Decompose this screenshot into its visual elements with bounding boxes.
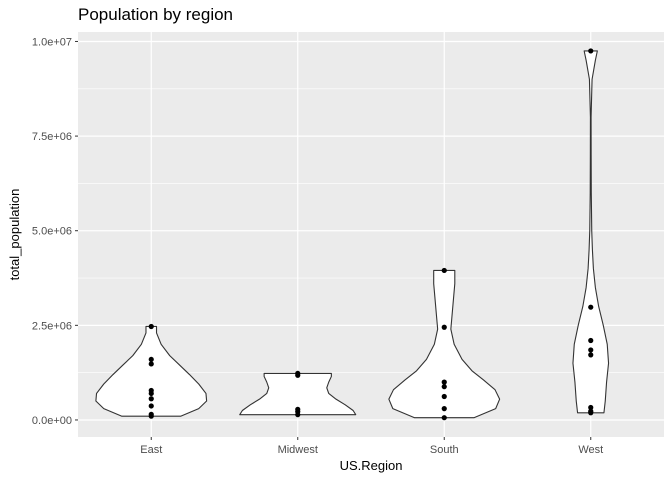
- x-tick-label: South: [430, 444, 459, 456]
- point-west: [588, 352, 594, 358]
- point-west: [588, 337, 594, 344]
- point-south: [441, 379, 447, 385]
- x-tick-label: East: [140, 444, 162, 456]
- point-south: [441, 415, 447, 421]
- point-west: [588, 410, 594, 416]
- violin-east: [95, 325, 208, 417]
- point-east: [148, 413, 154, 419]
- point-west: [588, 48, 594, 54]
- point-south: [441, 393, 447, 400]
- y-axis-title: total_population: [7, 189, 22, 281]
- y-tick-label: 5.0e+06: [32, 226, 72, 238]
- y-tick-label: 7.5e+06: [32, 131, 72, 143]
- point-south: [441, 324, 447, 330]
- violin-south: [388, 269, 501, 419]
- y-axis: 0.0e+00 2.5e+06 5.0e+06 7.5e+06 1.0e+07: [32, 36, 78, 427]
- y-tick-label: 0.0e+00: [32, 415, 72, 427]
- chart-title: Population by region: [78, 5, 233, 24]
- x-axis: East Midwest South West: [140, 437, 603, 456]
- x-axis-title: US.Region: [340, 458, 403, 473]
- point-west: [588, 347, 594, 353]
- point-south: [441, 406, 447, 412]
- point-midwest: [295, 372, 301, 378]
- y-tick-label: 1.0e+07: [32, 36, 72, 48]
- data-points: [148, 48, 594, 421]
- point-south: [441, 267, 447, 274]
- x-tick-label: West: [578, 444, 603, 456]
- x-tick-label: Midwest: [278, 444, 318, 456]
- violin-midwest: [239, 372, 357, 416]
- point-midwest: [295, 412, 301, 418]
- violin-west: [572, 50, 610, 414]
- point-south: [441, 384, 447, 390]
- y-tick-label: 2.5e+06: [32, 320, 72, 332]
- point-east: [148, 361, 154, 367]
- point-west: [588, 304, 594, 310]
- point-east: [148, 323, 154, 330]
- point-west: [588, 404, 594, 411]
- point-east: [148, 396, 154, 402]
- point-east: [148, 356, 154, 363]
- point-east: [148, 390, 154, 397]
- violins: [95, 50, 610, 419]
- point-east: [148, 403, 154, 409]
